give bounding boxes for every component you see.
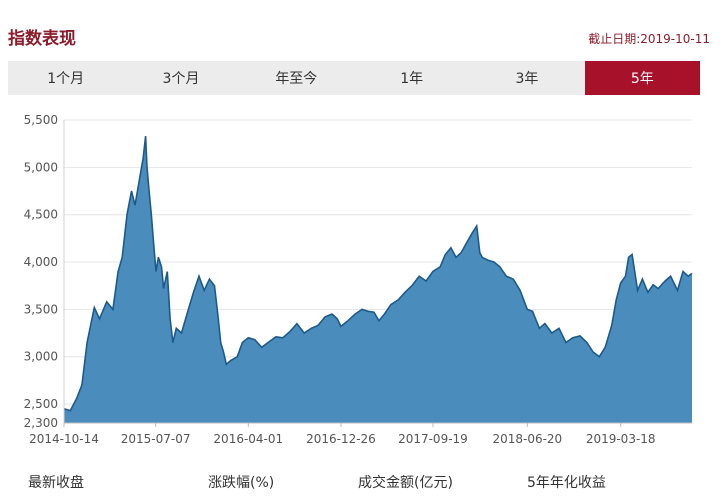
turnover-label: 成交金额(亿元) — [358, 475, 453, 491]
x-tick-label: 2016-12-26 — [306, 432, 376, 446]
x-tick-label: 2018-06-20 — [492, 432, 562, 446]
tab-3-years[interactable]: 3年 — [515, 71, 539, 87]
tab-3-months[interactable]: 3个月 — [162, 71, 200, 87]
series-area — [64, 136, 692, 423]
x-tick-label: 2019-03-18 — [586, 432, 656, 446]
x-tick-label: 2015-07-07 — [121, 432, 191, 446]
x-tick-label: 2017-09-19 — [398, 432, 468, 446]
y-tick-label: 5,500 — [24, 113, 58, 127]
series-line — [63, 136, 693, 412]
x-tick-label: 2014-10-14 — [29, 432, 99, 446]
annualized-return-label: 5年年化收益 — [527, 475, 606, 491]
x-tick-label: 2016-04-01 — [213, 432, 283, 446]
summary-footer: 最新收盘 涨跌幅(%) 成交金额(亿元) 5年年化收益 — [0, 472, 720, 502]
tab-year-to-date[interactable]: 年至今 — [275, 71, 318, 87]
period-tabs: 1个月 3个月 年至今 1年 3年 5年 — [8, 61, 700, 95]
y-tick-label: 2,500 — [24, 397, 58, 411]
tab-1-month[interactable]: 1个月 — [47, 71, 85, 87]
y-tick-label: 5,000 — [24, 160, 58, 174]
y-tick-label: 4,000 — [24, 255, 58, 269]
y-tick-label: 2,300 — [24, 416, 58, 430]
index-performance-chart: 2,300 2,500 3,000 3,500 4,000 4,500 5,000 5,500… — [24, 113, 693, 446]
as-of-date: 截止日期:2019-10-11 — [588, 32, 710, 46]
y-tick-label: 3,500 — [24, 302, 58, 316]
change-percent-label: 涨跌幅(%) — [208, 475, 275, 491]
tab-1-year[interactable]: 1年 — [400, 71, 424, 87]
latest-close-label: 最新收盘 — [28, 475, 84, 491]
y-tick-label: 4,500 — [24, 208, 58, 222]
y-tick-label: 3,000 — [24, 350, 58, 364]
page-title: 指数表现 — [8, 29, 76, 49]
tab-5-years[interactable]: 5年 — [584, 61, 700, 95]
